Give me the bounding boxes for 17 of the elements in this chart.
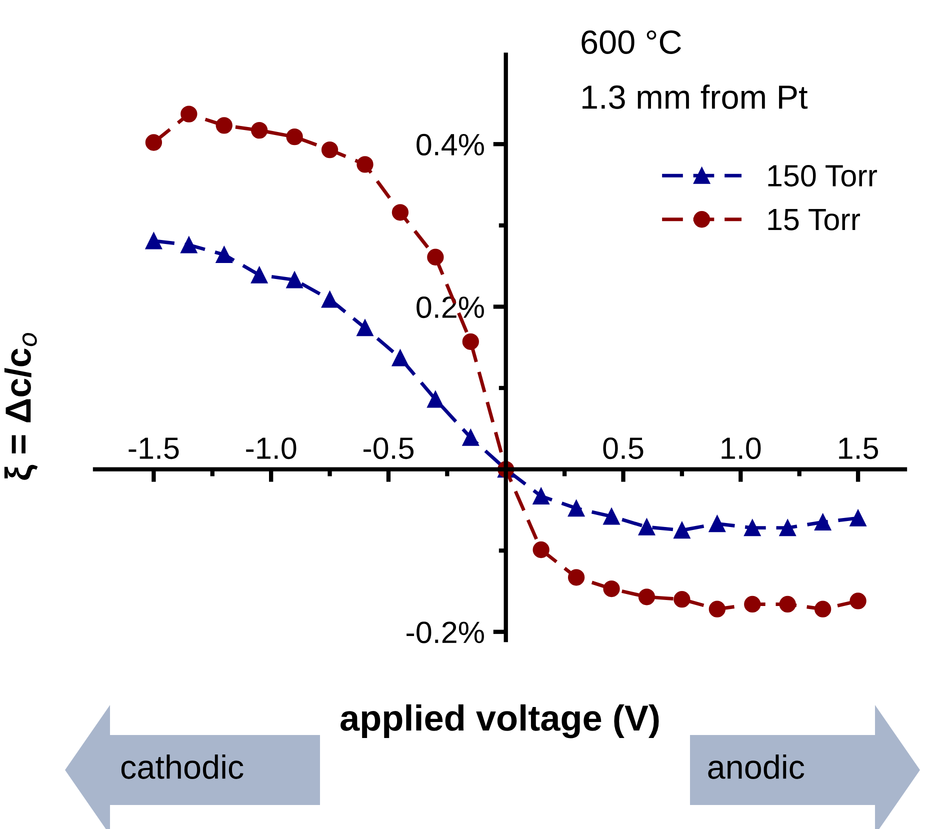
x-tick-label: -1.0 [246, 437, 296, 460]
legend-label: 15 Torr [768, 209, 860, 230]
legend-label: 150 Torr [768, 164, 878, 187]
x-tick-label: 1.5 [839, 438, 878, 460]
x-axis-title: applied voltage (V) [340, 704, 659, 738]
y-axis-title: ξ = Δc/c$_{o}$ [4, 332, 38, 480]
x-tick-label: 1.0 [722, 437, 761, 460]
x-tick-label: -0.5 [364, 437, 414, 460]
annotation: 1.3 mm from Pt [582, 84, 808, 109]
x-tick-label: 0.5 [603, 437, 644, 460]
text: anodic [708, 754, 804, 779]
text: cathodic [121, 754, 244, 779]
text: 600 °C [582, 30, 682, 54]
y-tick-label: -0.2% [406, 622, 484, 644]
x-tick-label: -1.5 [128, 438, 179, 460]
y-tick-label: 0.4% [416, 134, 484, 156]
y-tick-label: 0.2% [416, 296, 484, 318]
